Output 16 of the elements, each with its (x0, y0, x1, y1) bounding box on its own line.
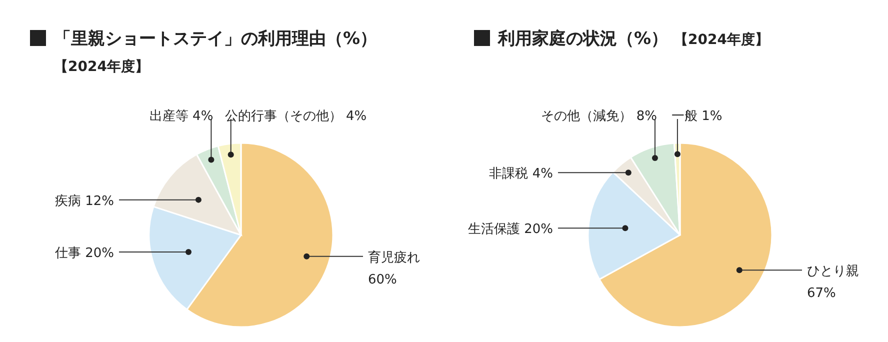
slice-label: 出産等 4% (149, 108, 214, 124)
slice-label: 非課税 4% (489, 166, 553, 182)
chart-subtitle: 【2024年度】 (54, 58, 149, 75)
slice-label: 育児疲れ (368, 249, 420, 266)
slice-label: 公的行事（その他） 4% (224, 109, 367, 124)
slice-label: ひとり親 (807, 264, 859, 280)
data-label: 60% (368, 272, 397, 288)
slice-label: 仕事 20% (54, 246, 114, 262)
chart-title: 利用家庭の状況（%） (497, 29, 668, 49)
slice-label: その他（減免） 8% (541, 109, 657, 124)
chart-subtitle: 【2024年度】 (674, 31, 770, 48)
slice-label: 一般 1% (671, 109, 722, 124)
slice-label: 疾病 12% (54, 194, 114, 209)
chart-title: 「里親ショートステイ」の利用理由（%） (54, 29, 378, 49)
slice-label: 生活保護 20% (468, 222, 553, 238)
data-label: 67% (807, 286, 836, 302)
